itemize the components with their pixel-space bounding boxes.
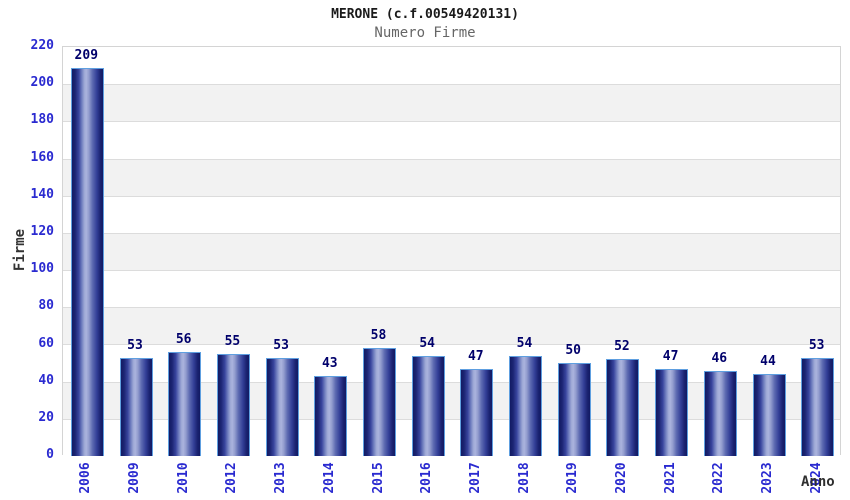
y-axis-title: Firme — [12, 228, 28, 272]
grid-line — [63, 196, 840, 197]
bar-value-label: 44 — [760, 354, 776, 370]
bar-value-label: 209 — [74, 47, 99, 63]
bar-value-label: 54 — [516, 335, 533, 351]
bar-2013 — [265, 357, 299, 456]
grid-line — [63, 270, 840, 271]
bar-value-label: 55 — [224, 333, 241, 349]
y-tick-label: 80 — [38, 298, 54, 314]
bar-2023 — [752, 374, 786, 456]
grid-line — [63, 344, 840, 345]
y-tick-label: 40 — [38, 372, 54, 388]
x-tick-label: 2021 — [662, 462, 678, 494]
bar-value-label: 53 — [127, 337, 143, 353]
y-tick-label: 200 — [30, 75, 54, 91]
grid-band — [63, 232, 840, 271]
bar-value-label: 54 — [419, 335, 436, 351]
x-tick-label: 2018 — [516, 462, 532, 494]
x-tick-label: 2022 — [711, 462, 727, 494]
grid-line — [63, 419, 840, 420]
bar-2014 — [314, 376, 348, 456]
x-tick-label: 2020 — [613, 462, 629, 494]
grid-line — [63, 382, 840, 383]
grid-band — [63, 47, 840, 85]
bar-2016 — [411, 355, 445, 456]
grid-band — [63, 158, 840, 196]
y-tick-label: 140 — [30, 186, 54, 202]
bar-2010 — [168, 351, 202, 456]
bar-2021 — [655, 368, 689, 456]
grid-line — [63, 84, 840, 85]
y-tick-label: 0 — [46, 447, 54, 462]
grid-band — [63, 307, 840, 345]
bar-value-label: 58 — [370, 328, 387, 344]
chart-title: MERONE (c.f.00549420131) — [331, 7, 519, 22]
bar-2006 — [70, 67, 104, 456]
x-tick-label: 2006 — [78, 462, 94, 494]
bar-2012 — [216, 353, 250, 457]
bar-2024 — [801, 357, 835, 456]
bar-2017 — [460, 368, 494, 456]
y-tick-label: 120 — [30, 223, 54, 239]
grid-band — [63, 84, 840, 122]
bar-2020 — [606, 359, 640, 456]
y-tick-label: 60 — [38, 335, 54, 351]
x-tick-label: 2014 — [321, 462, 337, 494]
x-tick-label: 2009 — [127, 462, 142, 494]
y-tick-label: 160 — [30, 149, 54, 165]
bar-value-label: 50 — [565, 343, 582, 358]
grid-line — [63, 307, 840, 308]
grid-line — [63, 233, 840, 234]
x-tick-label: 2012 — [224, 462, 240, 494]
bar-2009 — [119, 357, 153, 456]
x-tick-label: 2010 — [175, 462, 191, 494]
chart-subtitle: Numero Firme — [374, 25, 476, 41]
y-tick-label: 100 — [30, 261, 54, 277]
y-tick-label: 20 — [38, 409, 54, 425]
bar-2022 — [703, 370, 737, 456]
bar-2015 — [363, 348, 396, 456]
x-tick-label: 2013 — [273, 462, 289, 494]
bar-value-label: 52 — [614, 339, 630, 355]
x-tick-label: 2017 — [467, 462, 483, 494]
x-tick-label: 2023 — [760, 462, 775, 494]
grid-line — [63, 159, 840, 160]
plot-area — [62, 46, 841, 457]
grid-line — [63, 121, 840, 122]
grid-band — [63, 195, 840, 233]
bar-value-label: 46 — [711, 350, 728, 366]
bar-value-label: 56 — [175, 331, 192, 347]
grid-band — [63, 121, 840, 159]
y-tick-label: 180 — [30, 112, 54, 128]
bar-value-label: 53 — [808, 337, 825, 353]
bar-value-label: 43 — [321, 356, 338, 372]
y-tick-label: 220 — [30, 38, 54, 53]
x-tick-label: 2015 — [370, 462, 386, 494]
bar-value-label: 47 — [467, 348, 484, 364]
bar-2018 — [509, 355, 542, 456]
grid-band — [63, 270, 840, 308]
bar-value-label: 53 — [273, 337, 289, 353]
bar-value-label: 47 — [662, 348, 679, 364]
x-tick-label: 2016 — [419, 462, 435, 494]
x-axis-title: Anno — [801, 474, 835, 490]
x-tick-label: 2019 — [565, 462, 581, 494]
bar-2019 — [557, 363, 591, 456]
